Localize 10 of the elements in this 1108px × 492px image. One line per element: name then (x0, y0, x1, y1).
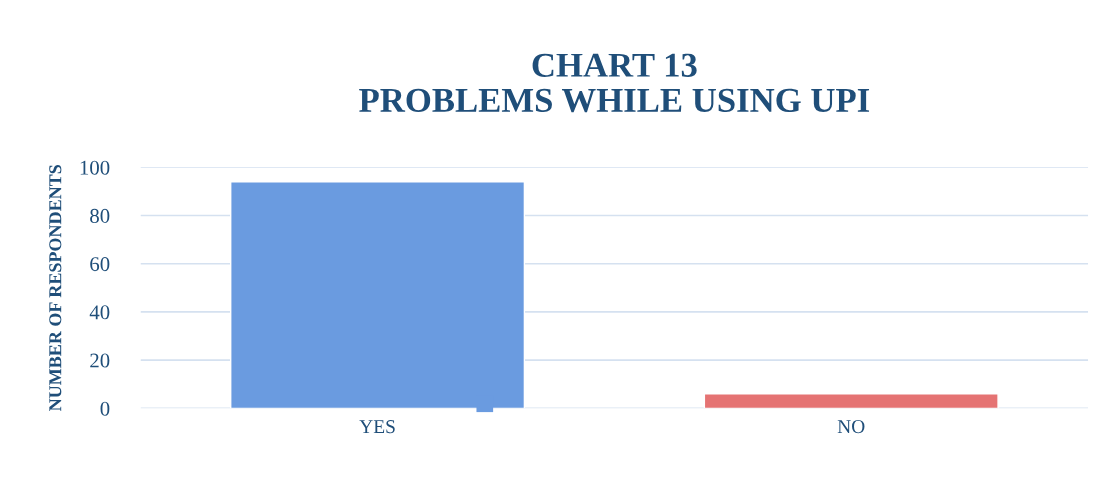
y-tick-label: 20 (90, 353, 110, 368)
y-tick-label: 100 (80, 160, 110, 175)
y-tick-label: 40 (89, 305, 110, 320)
chart-title: CHART 13 PROBLEMS WHILE USING UPI (359, 53, 870, 113)
x-tick-label: YES (359, 420, 395, 434)
y-tick-label: 60 (90, 257, 110, 272)
x-tick-label: NO (837, 420, 865, 434)
y-tick-label: 80 (90, 208, 110, 223)
y-tick-label: 0 (100, 401, 110, 416)
y-axis-title: NUMBER OF RESPONDENTS (49, 165, 62, 412)
